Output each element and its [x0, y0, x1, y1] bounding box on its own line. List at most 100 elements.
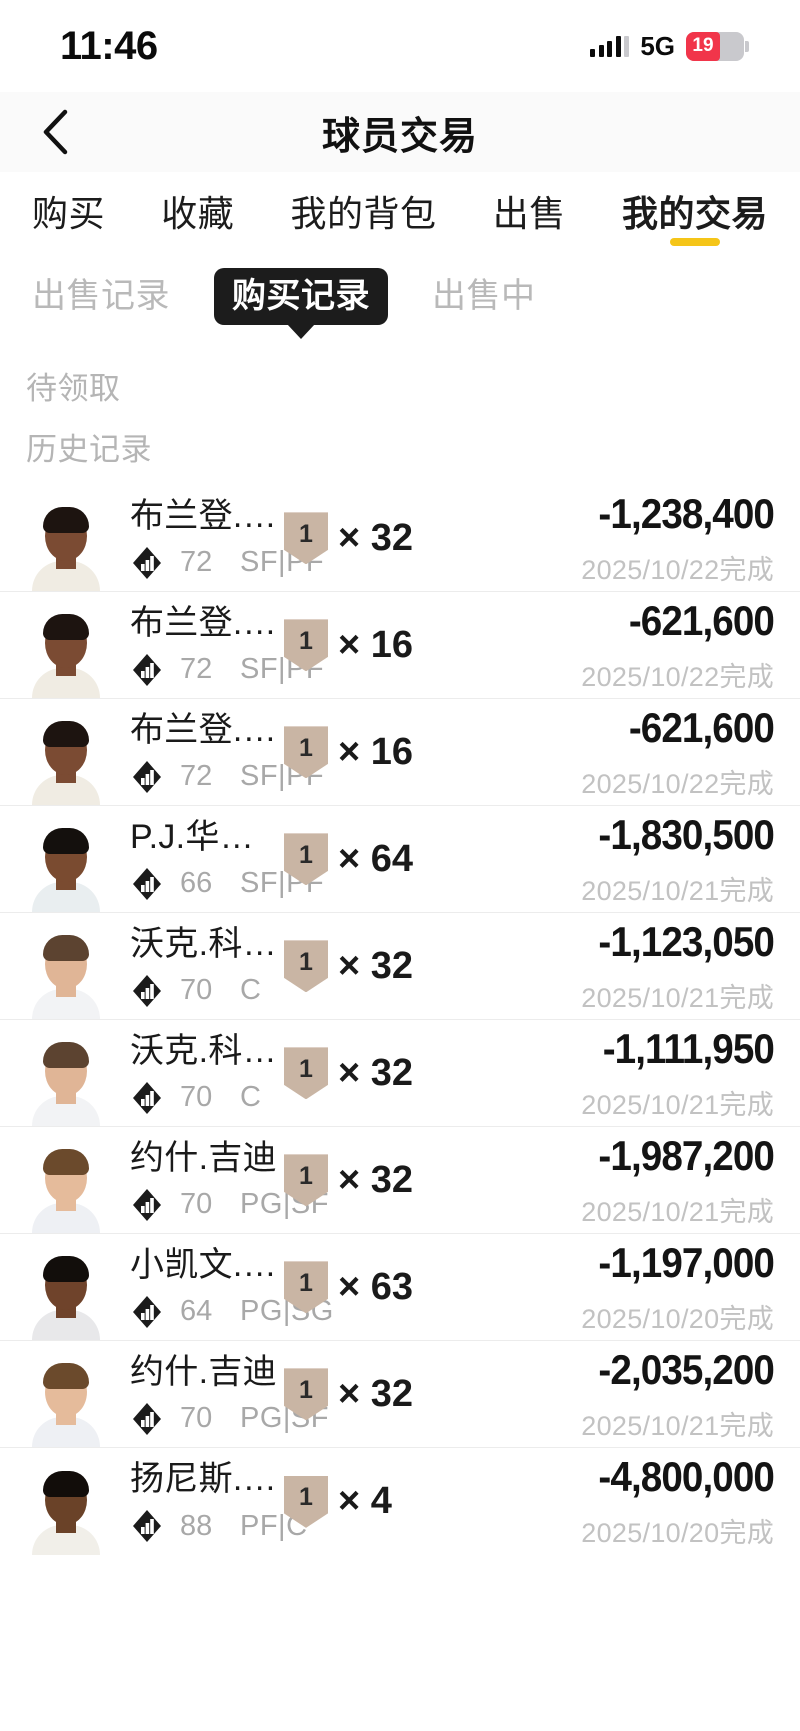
rating-diamond-icon — [130, 974, 164, 1008]
player-meta: 70 PG|SF — [130, 1402, 329, 1436]
tier-badge-icon: 1 — [284, 1475, 328, 1528]
player-name: 约什.吉迪 — [130, 1138, 277, 1177]
player-overall-rating: 70 — [180, 1081, 213, 1114]
transaction-row[interactable]: 约什.吉迪 70 PG|SF 1 × 32 -2,035,200 2025/10/21完成 — [0, 1341, 800, 1449]
quantity-label: × 4 — [338, 1480, 392, 1523]
rating-diamond-icon — [130, 867, 164, 901]
amount-group: -2,035,200 2025/10/21完成 — [474, 1346, 775, 1443]
player-avatar — [26, 816, 106, 913]
transaction-row[interactable]: P.J.华盛顿 66 SF|PF 1 × 64 -1,830,500 2025/10/21完… — [0, 806, 800, 914]
transaction-amount: -1,197,000 — [598, 1238, 774, 1286]
transaction-date: 2025/10/22完成 — [581, 661, 774, 692]
quantity-group: 1 × 32 — [284, 940, 474, 993]
player-avatar — [26, 923, 106, 1020]
quantity-group: 1 × 4 — [284, 1475, 474, 1528]
transaction-date: 2025/10/21完成 — [581, 875, 774, 906]
quantity-label: × 32 — [338, 1158, 414, 1201]
transaction-date: 2025/10/21完成 — [581, 1196, 774, 1227]
player-meta: 66 SF|PF — [130, 867, 324, 901]
player-overall-rating: 70 — [180, 1188, 213, 1221]
player-meta: 88 PF|C — [130, 1509, 307, 1543]
player-name: 布兰登.英格拉姆 — [130, 603, 284, 642]
transaction-row[interactable]: 沃克.科斯勒 70 C 1 × 32 -1,111,950 2025/10/21完成 — [0, 1020, 800, 1128]
amount-group: -1,197,000 2025/10/20完成 — [474, 1238, 775, 1336]
transaction-date: 2025/10/20完成 — [581, 1303, 774, 1334]
amount-group: -1,987,200 2025/10/21完成 — [474, 1132, 775, 1229]
player-overall-rating: 66 — [180, 867, 213, 900]
network-type-label: 5G — [640, 30, 675, 61]
quantity-group: 1 × 16 — [284, 619, 474, 672]
tab-favorites[interactable]: 收藏 — [157, 196, 238, 250]
rating-diamond-icon — [130, 546, 164, 580]
rating-diamond-icon — [130, 1081, 164, 1115]
transaction-row[interactable]: 沃克.科斯勒 70 C 1 × 32 -1,123,050 2025/10/21完成 — [0, 913, 800, 1021]
section-label-history: 历史记录 — [26, 432, 152, 468]
transaction-date: 2025/10/20完成 — [581, 1518, 774, 1549]
tier-badge-icon: 1 — [284, 619, 328, 672]
transaction-amount: -621,600 — [628, 596, 775, 644]
rating-diamond-icon — [130, 1188, 164, 1222]
tier-badge-icon: 1 — [284, 940, 328, 993]
transaction-date: 2025/10/22完成 — [581, 768, 774, 799]
status-bar: 11:46 5G 19 — [0, 0, 800, 92]
player-name: 布兰登.英格拉姆 — [130, 710, 284, 749]
chevron-left-icon — [41, 109, 69, 155]
player-overall-rating: 72 — [180, 653, 213, 686]
tab-buy[interactable]: 购买 — [28, 196, 109, 250]
player-avatar — [26, 495, 106, 592]
subtab-buy-records[interactable]: 购买记录 — [214, 268, 388, 326]
transaction-amount: -1,238,400 — [598, 489, 774, 537]
rating-diamond-icon — [130, 1509, 164, 1543]
player-avatar — [26, 1244, 106, 1341]
rating-diamond-icon — [130, 653, 164, 687]
page-title: 球员交易 — [321, 115, 478, 158]
quantity-group: 1 × 32 — [284, 1368, 474, 1421]
player-overall-rating: 72 — [180, 760, 213, 793]
subtab-on-sale[interactable]: 出售中 — [432, 277, 536, 315]
player-meta: 70 PG|SF — [130, 1188, 329, 1222]
battery-percent-label: 19 — [692, 35, 714, 56]
tab-my-trades[interactable]: 我的交易 — [618, 196, 772, 250]
tier-badge-icon: 1 — [284, 512, 328, 565]
amount-group: -621,600 2025/10/22完成 — [474, 596, 775, 694]
primary-tab-bar: 购买 收藏 我的背包 出售 我的交易 — [0, 172, 800, 250]
player-name: P.J.华盛顿 — [130, 817, 284, 856]
player-name: 约什.吉迪 — [130, 1352, 277, 1391]
subtab-sell-records[interactable]: 出售记录 — [32, 277, 170, 315]
quantity-group: 1 × 16 — [284, 726, 474, 779]
tier-badge-icon: 1 — [284, 1047, 328, 1100]
tab-sell[interactable]: 出售 — [489, 196, 570, 250]
player-name: 沃克.科斯勒 — [130, 1031, 284, 1070]
back-button[interactable] — [30, 107, 80, 157]
tier-badge-label: 1 — [299, 1375, 313, 1404]
quantity-group: 1 × 64 — [284, 833, 474, 886]
tier-badge-label: 1 — [299, 733, 313, 762]
quantity-label: × 16 — [338, 623, 414, 666]
player-avatar — [26, 1030, 106, 1127]
tab-my-backpack[interactable]: 我的背包 — [286, 196, 440, 250]
tier-badge-icon: 1 — [284, 1154, 328, 1207]
player-avatar — [26, 1351, 106, 1448]
tier-badge-label: 1 — [299, 626, 313, 655]
quantity-group: 1 × 32 — [284, 1154, 474, 1207]
tab-label: 购买 — [32, 193, 106, 234]
transaction-list[interactable]: 布兰登.英格拉姆72SF|PF1× 32-1,238,4002025/10/22… — [0, 485, 800, 1556]
tab-label: 出售 — [492, 193, 566, 234]
tier-badge-label: 1 — [299, 1268, 313, 1297]
player-name: 扬尼斯.阿德托… — [130, 1460, 284, 1499]
transaction-row[interactable]: 约什.吉迪 70 PG|SF 1 × 32 -1,987,200 2025/10/21完成 — [0, 1127, 800, 1235]
amount-group: -1,830,500 2025/10/21完成 — [474, 811, 775, 908]
transaction-amount: -1,123,050 — [598, 917, 774, 965]
quantity-label: × 64 — [338, 837, 414, 880]
player-info: P.J.华盛顿 66 SF|PF — [106, 817, 324, 901]
transaction-amount: -1,111,950 — [602, 1024, 775, 1072]
player-avatar — [26, 1459, 106, 1556]
